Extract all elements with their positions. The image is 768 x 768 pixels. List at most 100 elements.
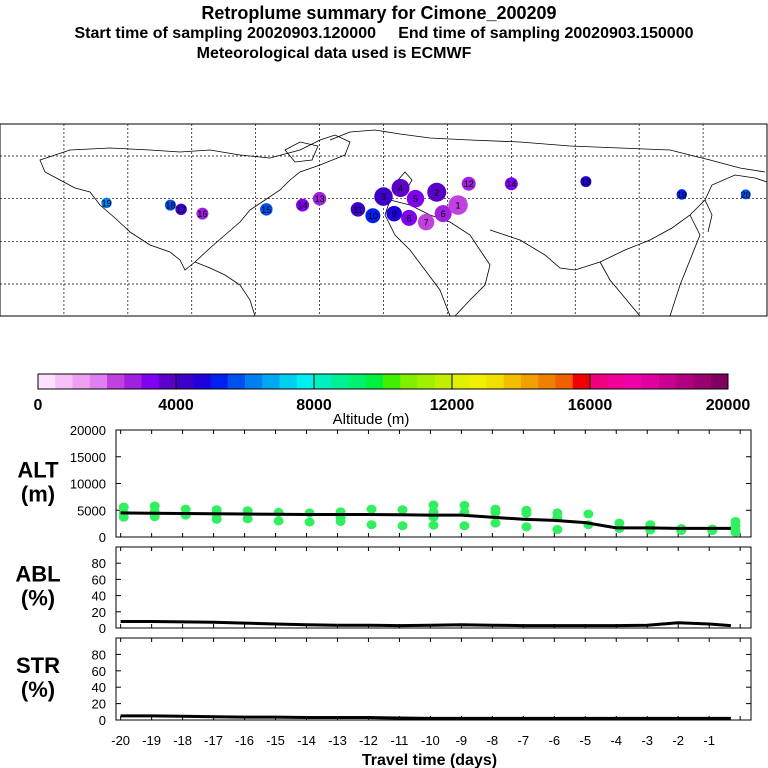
plume-point (365, 208, 381, 224)
data-point (118, 512, 129, 522)
data-point (490, 507, 501, 517)
plume-point (196, 207, 209, 220)
colorbar-cell (383, 374, 401, 389)
plume-point (434, 205, 452, 223)
colorbar-cell (452, 374, 470, 389)
colorbar-cell (279, 374, 298, 389)
plume-point (164, 199, 176, 211)
data-point (428, 520, 439, 530)
panel-frame (115, 546, 752, 629)
plume-age-label: 15 (261, 205, 271, 215)
colorbar-cell (107, 374, 125, 389)
data-point (397, 521, 408, 531)
data-point (335, 516, 346, 526)
plume-age-label: 7 (424, 218, 429, 228)
colorbar-cell (245, 374, 263, 389)
plume-age-label: 13 (315, 194, 325, 204)
plume-age-label: 18 (165, 201, 175, 211)
panel-unit: (m) (21, 482, 55, 507)
y-tick-label: 20000 (70, 423, 106, 438)
x-tick-label: -4 (610, 733, 622, 748)
colorbar-tick-label: 8000 (296, 397, 332, 414)
colorbar-label: Altitude (m) (333, 411, 410, 428)
x-tick-label: -12 (359, 733, 378, 748)
y-tick-label: 15000 (70, 450, 106, 465)
y-tick-label: 60 (92, 572, 106, 587)
plume-point (350, 202, 366, 217)
colorbar-cell (486, 374, 505, 389)
colorbar-cell (503, 374, 522, 389)
colorbar-cell (55, 374, 73, 389)
plume-age-label: 8 (407, 213, 412, 223)
y-tick-label: 20 (92, 605, 106, 620)
data-point (366, 504, 377, 514)
plume-age-label: 12 (464, 179, 474, 189)
panel-title: ALT (17, 458, 59, 483)
x-tick-label: -17 (204, 733, 223, 748)
plume-age-label: 10 (368, 211, 378, 221)
plume-age-label: 3 (381, 192, 386, 202)
y-tick-label: 80 (92, 556, 106, 571)
colorbar-cell (521, 374, 539, 389)
plume-age-label: 14 (506, 179, 516, 189)
x-tick-label: -16 (235, 733, 254, 748)
colorbar-cell (693, 374, 712, 389)
y-tick-label: 80 (92, 647, 106, 662)
plume-point (427, 182, 447, 202)
colorbar-cell (262, 374, 280, 389)
colorbar-cell (227, 374, 246, 389)
data-point (521, 508, 532, 518)
plume-point (417, 213, 435, 231)
plume-age-label: 1 (456, 201, 461, 211)
data-point (304, 508, 315, 518)
plume-point (504, 177, 518, 191)
panel-title: ABL (15, 562, 60, 587)
colorbar-cell (417, 374, 436, 389)
y-tick-label: 20 (92, 697, 106, 712)
plume-point (175, 203, 187, 216)
data-point (273, 516, 284, 526)
x-tick-label: -1 (703, 733, 715, 748)
colorbar-cell (676, 374, 694, 389)
y-tick-label: 60 (92, 664, 106, 679)
x-tick-label: -8 (487, 733, 499, 748)
plume-age-label: 18 (581, 177, 591, 187)
alt-panel: 20000 15000 10000 5000 0 ALT(m) (17, 423, 752, 545)
colorbar-cell (624, 374, 643, 389)
plume-point (401, 209, 418, 226)
coastlines (39, 129, 768, 317)
colorbar-cell (434, 374, 453, 389)
x-axis-label: Travel time (days) (362, 752, 497, 768)
series-line (120, 511, 731, 530)
data-point (397, 505, 408, 515)
colorbar-cell (89, 374, 108, 389)
plume-point (676, 189, 688, 200)
x-tick-label: -19 (142, 733, 161, 748)
colorbar-cell (38, 374, 56, 389)
x-tick-label: -18 (173, 733, 192, 748)
colorbar-cell (72, 374, 91, 389)
colorbar-cell (210, 374, 229, 389)
end-time-label: End time of sampling 20020903.150000 (398, 25, 694, 42)
y-tick-label: 40 (92, 589, 106, 604)
plume-age-label: 19 (677, 190, 687, 200)
series-line (120, 714, 731, 720)
colorbar-cell (124, 374, 142, 389)
start-time-label: Start time of sampling 20020903.120000 (74, 25, 377, 42)
colorbar-cell (365, 374, 384, 389)
plume-point (374, 187, 393, 206)
panel-unit: (%) (21, 677, 55, 702)
plume-point (461, 176, 476, 191)
x-tick-label: -9 (456, 733, 468, 748)
data-point (366, 520, 377, 530)
altitude-colorbar: 0 4000 8000 12000 16000 20000 Altitude (m) (34, 373, 751, 428)
colorbar-tick-label: 20000 (706, 397, 751, 414)
plume-point (296, 198, 310, 212)
data-point (583, 509, 594, 519)
x-tick-label: -14 (297, 733, 316, 748)
x-tick-label: -2 (672, 733, 684, 748)
plume-age-label: 6 (441, 209, 446, 219)
plume-point (101, 197, 112, 209)
